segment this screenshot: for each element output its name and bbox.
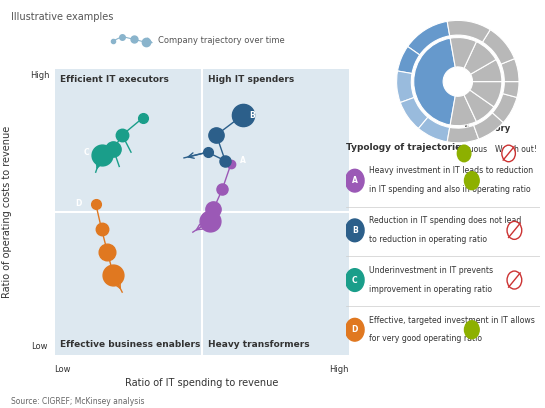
Text: Ratio of operating costs to revenue: Ratio of operating costs to revenue (2, 126, 11, 298)
Text: in IT spending and also in operating ratio: in IT spending and also in operating rat… (370, 185, 531, 194)
Circle shape (346, 318, 364, 341)
Wedge shape (501, 59, 519, 82)
Text: C: C (84, 148, 90, 157)
Wedge shape (492, 94, 517, 122)
Wedge shape (502, 82, 519, 98)
Wedge shape (482, 30, 514, 64)
Text: C: C (352, 275, 358, 284)
Circle shape (346, 219, 364, 242)
Wedge shape (447, 125, 479, 143)
Circle shape (507, 222, 522, 239)
Text: Virtuous: Virtuous (456, 145, 488, 154)
Text: B: B (352, 226, 358, 235)
Text: High: High (30, 71, 50, 80)
Text: A: A (240, 156, 246, 165)
Text: Underinvestment in IT prevents: Underinvestment in IT prevents (370, 266, 493, 275)
Wedge shape (470, 82, 502, 107)
Wedge shape (464, 42, 496, 74)
Text: Typology of trajectories: Typology of trajectories (346, 143, 467, 152)
Wedge shape (397, 47, 420, 73)
Text: Trajectory: Trajectory (463, 124, 511, 133)
Wedge shape (419, 117, 450, 142)
Circle shape (346, 169, 364, 192)
Text: D: D (75, 199, 81, 208)
Text: Illustrative examples: Illustrative examples (11, 12, 113, 22)
Text: Reduction in IT spending does not lead: Reduction in IT spending does not lead (370, 216, 522, 225)
Text: improvement in operating ratio: improvement in operating ratio (370, 285, 492, 294)
Text: Low: Low (54, 365, 71, 374)
Circle shape (464, 321, 479, 339)
Text: High: High (329, 365, 349, 374)
Wedge shape (470, 60, 502, 82)
Circle shape (464, 172, 479, 190)
Text: Effective, targeted investment in IT allows: Effective, targeted investment in IT all… (370, 315, 535, 324)
Circle shape (502, 145, 516, 162)
Wedge shape (464, 90, 494, 122)
Wedge shape (447, 20, 490, 42)
Text: for very good operating ratio: for very good operating ratio (370, 335, 482, 344)
Text: to reduction in operating ratio: to reduction in operating ratio (370, 235, 487, 244)
Wedge shape (414, 38, 455, 125)
Text: Source: CIGREF; McKinsey analysis: Source: CIGREF; McKinsey analysis (11, 397, 144, 406)
Text: High IT spenders: High IT spenders (208, 75, 294, 84)
Text: Low: Low (32, 342, 48, 351)
Wedge shape (450, 95, 476, 126)
Text: A: A (352, 176, 358, 185)
Text: D: D (352, 325, 358, 334)
Wedge shape (400, 98, 428, 129)
Text: Heavy transformers: Heavy transformers (208, 340, 309, 349)
Text: Ratio of IT spending to revenue: Ratio of IT spending to revenue (125, 378, 278, 388)
Text: B: B (249, 111, 255, 120)
Wedge shape (474, 113, 503, 139)
Circle shape (346, 269, 364, 291)
Text: Effective business enablers: Effective business enablers (60, 340, 201, 349)
Wedge shape (397, 71, 414, 102)
Text: Heavy investment in IT leads to reduction: Heavy investment in IT leads to reductio… (370, 166, 534, 175)
Text: Watch out!: Watch out! (495, 145, 537, 154)
Text: Company trajectory over time: Company trajectory over time (158, 36, 284, 45)
Text: Efficient IT executors: Efficient IT executors (60, 75, 169, 84)
Wedge shape (408, 21, 450, 55)
Circle shape (457, 145, 471, 162)
Circle shape (507, 271, 522, 289)
Wedge shape (450, 38, 476, 68)
